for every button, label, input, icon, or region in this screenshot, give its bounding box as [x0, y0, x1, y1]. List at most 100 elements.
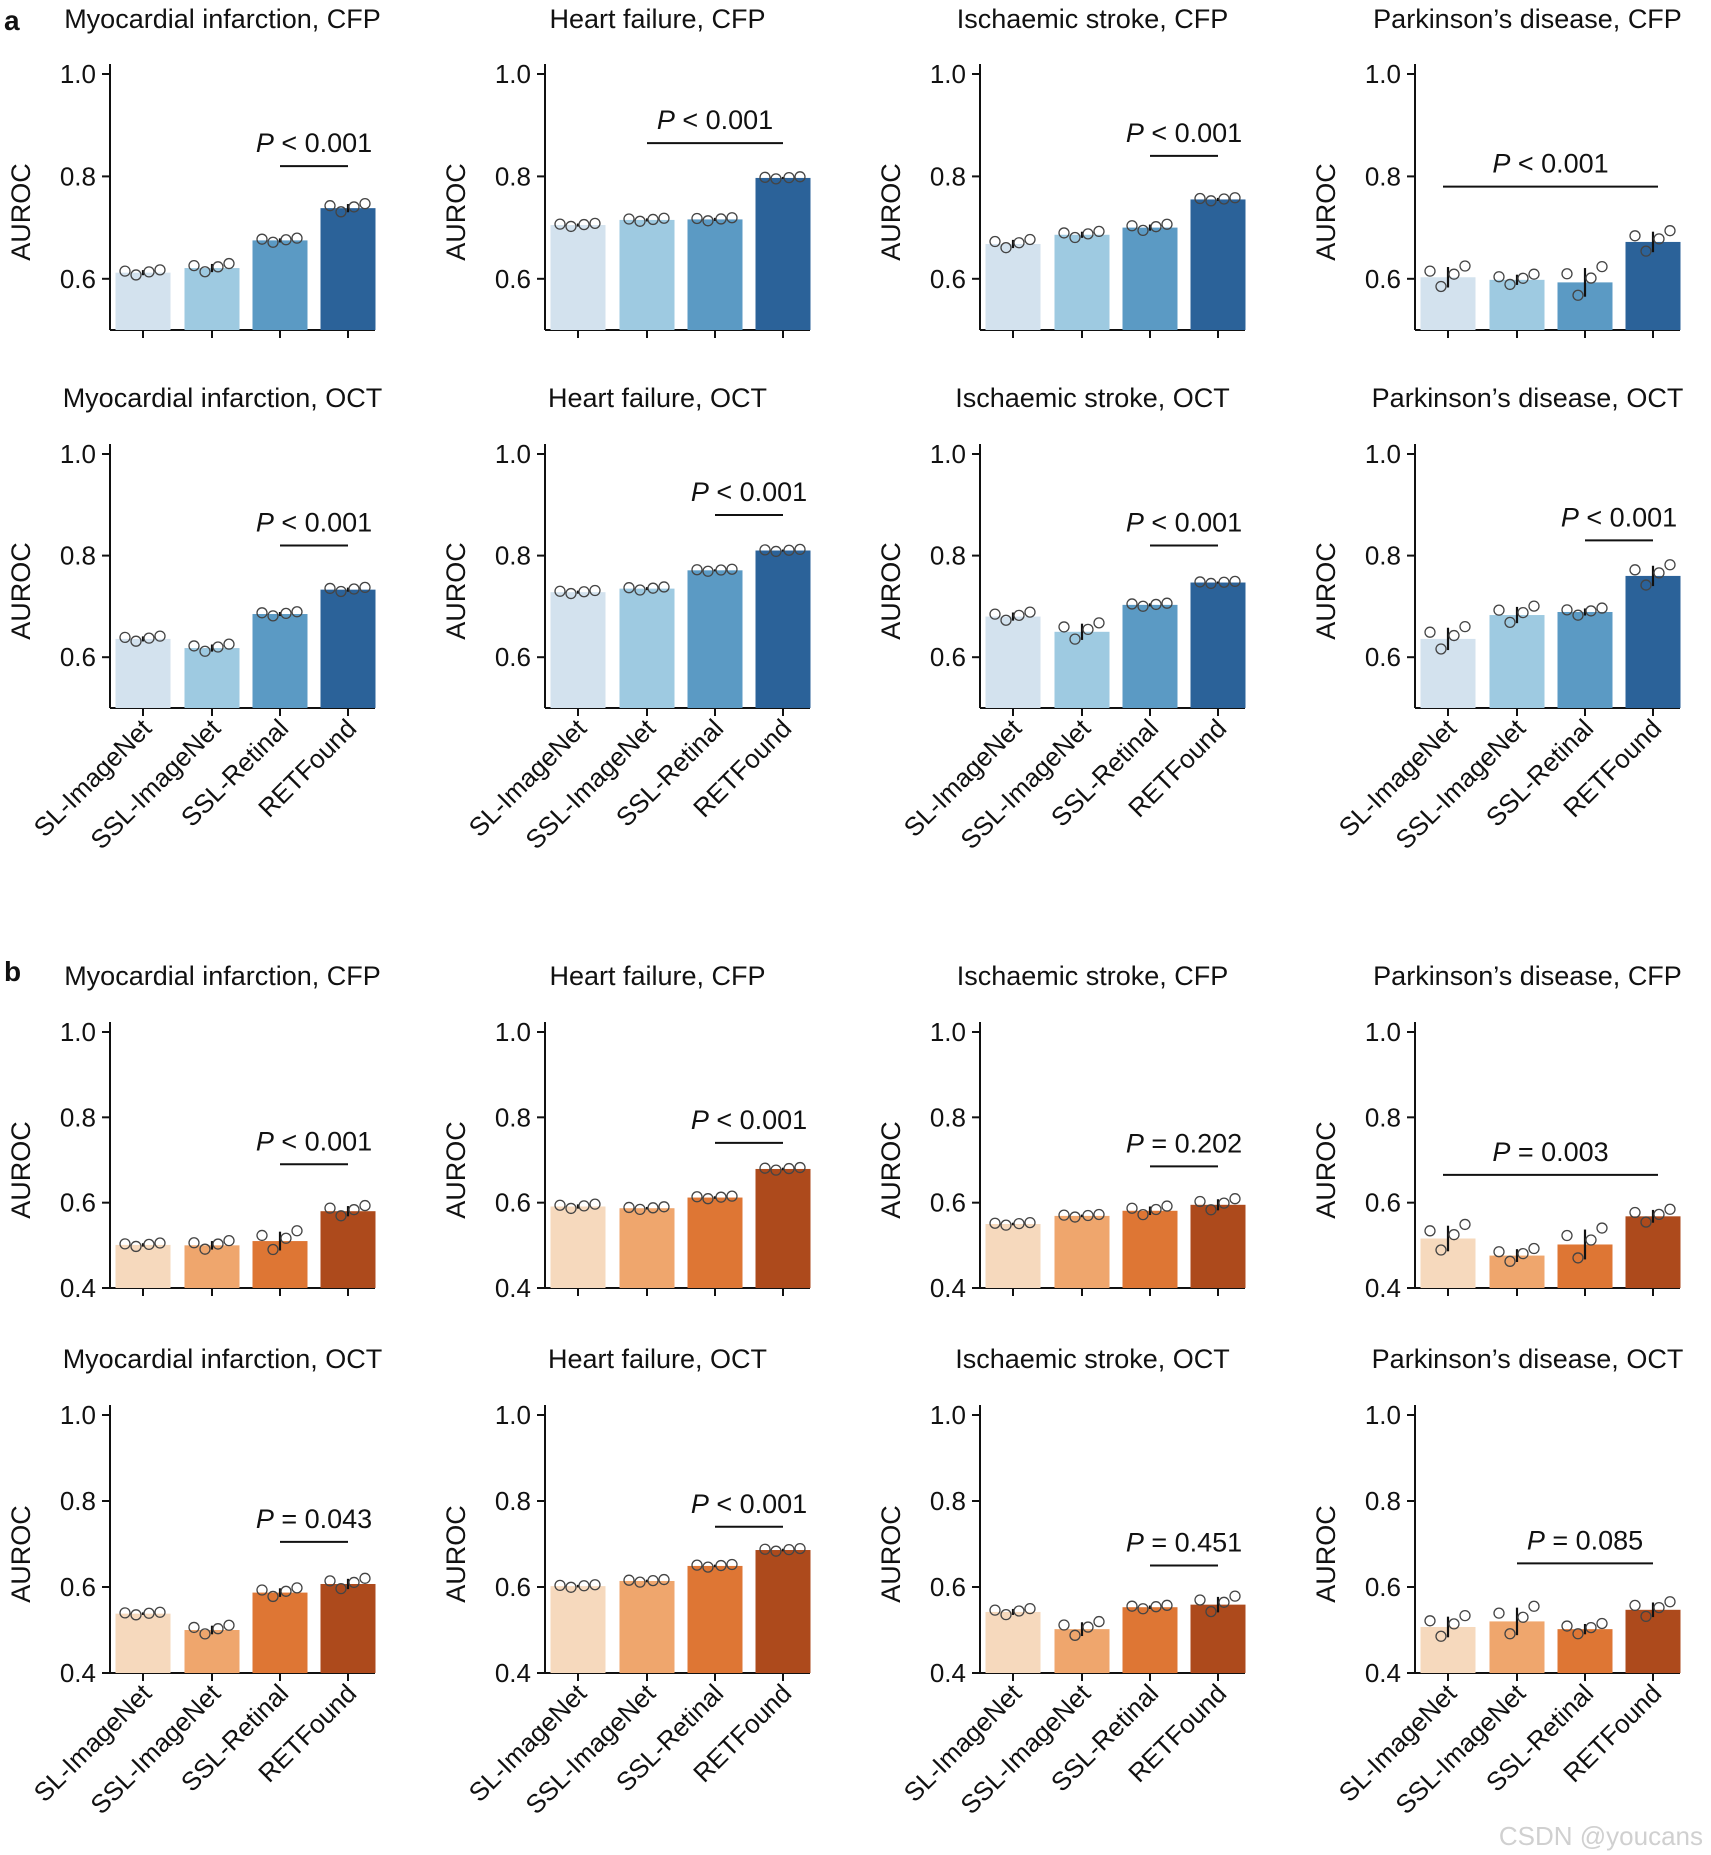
data-point: [578, 218, 590, 231]
data-point: [348, 201, 360, 213]
data-point: [1640, 1216, 1652, 1228]
bar-ssl-imagenet: [184, 1245, 240, 1288]
data-point: [1093, 1208, 1105, 1221]
chart-10: Heart failure, CFP AUROC 0.4 0.6 0.8 1.0 P < 0…: [441, 961, 811, 1303]
bar-sl-imagenet: [1420, 638, 1476, 708]
bar-ssl-imagenet: [619, 219, 675, 330]
data-point: [1013, 237, 1025, 249]
data-point: [726, 1558, 738, 1571]
data-point: [1629, 1206, 1641, 1219]
y-tick-label: 1.0: [60, 59, 96, 89]
data-point: [589, 1579, 601, 1591]
chart-6: Heart failure, OCT AUROC 0.6 0.8 1.0 SL-Image…: [441, 383, 811, 855]
p-value-label: P < 0.001: [256, 1126, 372, 1156]
chart-title: Heart failure, OCT: [548, 383, 767, 413]
data-point: [1459, 1218, 1471, 1231]
bar-ssl-retinal: [252, 1592, 308, 1673]
data-point: [212, 641, 224, 653]
data-point: [1000, 614, 1012, 626]
y-tick-label: 0.6: [495, 1188, 531, 1218]
data-point: [770, 1545, 782, 1557]
data-point: [589, 217, 601, 230]
data-point: [1000, 1608, 1012, 1621]
data-point: [1126, 220, 1138, 232]
data-point: [324, 1202, 336, 1214]
data-point: [1161, 1200, 1173, 1212]
chart-title: Ischaemic stroke, OCT: [955, 1344, 1230, 1374]
data-point: [223, 1619, 235, 1631]
data-point: [1229, 192, 1241, 204]
data-point: [119, 1238, 131, 1250]
data-point: [1517, 272, 1529, 284]
bar-retfound: [1625, 1216, 1681, 1288]
chart-5: Myocardial infarction, OCT AUROC 0.6 0.8 1.0…: [6, 383, 382, 855]
chart-9: Myocardial infarction, CFP AUROC 0.4 0.6 0.8…: [6, 961, 381, 1303]
bar-ssl-retinal: [1557, 1629, 1613, 1673]
data-point: [280, 1585, 292, 1597]
chart-3: Ischaemic stroke, CFP AUROC 0.6 0.8 1.0 P < 0…: [876, 4, 1246, 338]
data-point: [1424, 626, 1436, 638]
data-point: [759, 171, 771, 183]
y-tick-label: 0.6: [930, 1188, 966, 1218]
data-point: [1161, 597, 1173, 609]
data-point: [715, 1559, 727, 1572]
data-point: [1629, 564, 1641, 576]
data-point: [623, 213, 635, 225]
data-point: [1194, 1195, 1206, 1208]
data-point: [1459, 620, 1471, 633]
y-tick-label: 1.0: [1365, 439, 1401, 469]
data-point: [1082, 228, 1094, 240]
data-point: [1504, 1628, 1516, 1640]
data-point: [143, 1607, 155, 1619]
data-point: [1561, 1229, 1573, 1242]
data-point: [223, 257, 235, 270]
p-value-label: P = 0.451: [1126, 1528, 1242, 1558]
y-tick-label: 0.6: [930, 264, 966, 294]
y-tick-label: 0.6: [930, 1572, 966, 1602]
data-point: [1424, 1225, 1436, 1237]
data-point: [726, 212, 738, 224]
data-point: [794, 543, 806, 556]
data-point: [1058, 1619, 1070, 1631]
data-point: [1640, 579, 1652, 591]
y-tick-label: 0.6: [495, 642, 531, 672]
panel-letter-b: b: [4, 956, 21, 987]
x-tick-label: SL-ImageNet: [898, 712, 1028, 842]
data-point: [783, 1162, 795, 1175]
y-axis-label: AUROC: [6, 163, 36, 261]
chart-title: Parkinson’s disease, OCT: [1372, 1344, 1684, 1374]
data-point: [691, 1191, 703, 1203]
p-value-label: P = 0.202: [1126, 1128, 1242, 1158]
data-point: [1653, 1601, 1665, 1614]
data-point: [1218, 1197, 1230, 1209]
data-point: [1653, 1208, 1665, 1221]
data-point: [1629, 230, 1641, 242]
data-point: [1137, 1208, 1149, 1221]
y-tick-label: 0.8: [60, 1102, 96, 1132]
data-point: [1596, 1617, 1608, 1630]
y-tick-label: 0.8: [495, 161, 531, 191]
data-point: [1000, 242, 1012, 254]
data-point: [1069, 231, 1081, 244]
data-point: [554, 218, 566, 230]
watermark: CSDN @youcans: [1499, 1821, 1703, 1851]
data-point: [1194, 192, 1206, 205]
data-point: [1229, 575, 1241, 588]
bar-ssl-imagenet: [1054, 234, 1110, 330]
p-value-label: P = 0.085: [1527, 1525, 1643, 1555]
chart-1: Myocardial infarction, CFP AUROC 0.6 0.8 1.0…: [6, 4, 381, 338]
data-point: [578, 1580, 590, 1592]
chart-title: Ischaemic stroke, OCT: [955, 383, 1230, 413]
y-axis-label: AUROC: [6, 542, 36, 640]
data-point: [634, 1576, 646, 1588]
x-tick-label: SL-ImageNet: [463, 1677, 593, 1807]
y-tick-label: 0.8: [60, 1486, 96, 1516]
bar-ssl-retinal: [252, 240, 308, 330]
bar-ssl-retinal: [252, 614, 308, 708]
chart-title: Myocardial infarction, CFP: [64, 4, 381, 34]
chart-title: Parkinson’s disease, CFP: [1373, 961, 1682, 991]
data-point: [199, 645, 211, 657]
p-value-label: P < 0.001: [1126, 507, 1242, 537]
data-point: [1504, 1255, 1516, 1267]
data-point: [256, 1584, 268, 1596]
